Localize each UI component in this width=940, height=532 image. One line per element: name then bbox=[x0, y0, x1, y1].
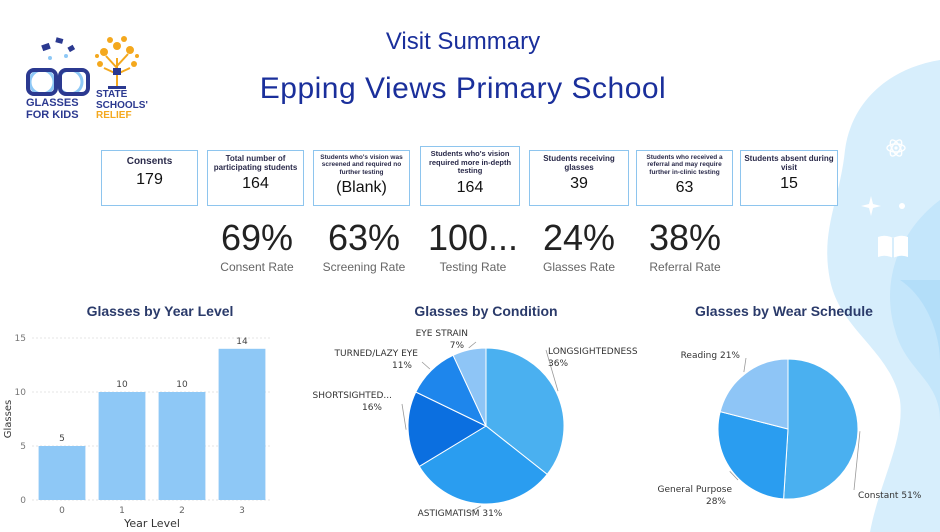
card-label: Consents bbox=[126, 156, 173, 167]
kpi-testing-rate: 100... Testing Rate bbox=[418, 218, 528, 274]
pie-slice-reading[interactable] bbox=[719, 358, 789, 430]
pie-label: ASTIGMATISM 31% bbox=[418, 509, 503, 519]
card-value: 63 bbox=[675, 179, 694, 197]
kpi-label: Referral Rate bbox=[649, 259, 721, 274]
y-tick-label: 15 bbox=[15, 334, 26, 344]
card-in-depth-testing[interactable]: Students who's vision required more in-d… bbox=[420, 146, 520, 206]
pie-pct: 7% bbox=[450, 341, 465, 351]
kpi-label: Glasses Rate bbox=[542, 259, 616, 274]
card-value: 164 bbox=[242, 175, 269, 193]
bar-data-label: 10 bbox=[116, 380, 128, 390]
kpi-glasses-rate: 24% Glasses Rate bbox=[524, 218, 634, 274]
kpi-value: 63% bbox=[327, 217, 401, 258]
pie-label: TURNED/LAZY EYE bbox=[334, 349, 419, 359]
card-consents[interactable]: Consents 179 bbox=[101, 150, 198, 206]
leader-line bbox=[401, 403, 407, 430]
bar-data-label: 5 bbox=[59, 434, 65, 444]
kpi-value: 38% bbox=[648, 217, 722, 258]
leader-line bbox=[545, 349, 559, 392]
bar-year-1[interactable] bbox=[98, 392, 146, 500]
open-book-icon bbox=[878, 235, 908, 258]
kpi-label: Screening Rate bbox=[322, 259, 406, 274]
pie-label: Constant 51% bbox=[858, 491, 922, 501]
page-title: Visit Summary bbox=[385, 28, 541, 55]
leader-line bbox=[468, 341, 477, 349]
y-tick-label: 5 bbox=[20, 442, 26, 452]
pie-pct: 36% bbox=[548, 359, 568, 369]
leader-line bbox=[469, 505, 482, 513]
card-receiving-glasses[interactable]: Students receiving glasses 39 bbox=[529, 150, 629, 206]
bar-year-3[interactable] bbox=[218, 348, 266, 500]
x-tick-label: 1 bbox=[119, 506, 125, 516]
pie-slice-shortsighted-[interactable] bbox=[407, 391, 488, 468]
pie-label: LONGSIGHTEDNESS bbox=[548, 347, 638, 357]
dot-icon bbox=[899, 203, 905, 209]
atom-icon bbox=[886, 139, 906, 157]
kpi-value: 100... bbox=[427, 217, 519, 258]
wear-chart-title: Glasses by Wear Schedule bbox=[695, 303, 873, 319]
pie-slice-longsightedness[interactable] bbox=[485, 347, 565, 476]
card-value: 15 bbox=[780, 175, 798, 193]
y-tick-label: 0 bbox=[20, 496, 26, 506]
card-participating[interactable]: Total number of participating students 1… bbox=[207, 150, 304, 206]
kpi-value: 69% bbox=[220, 217, 294, 258]
bar-data-label: 14 bbox=[236, 337, 248, 347]
y-tick-label: 10 bbox=[15, 388, 27, 398]
bar-year-0[interactable] bbox=[38, 446, 86, 500]
card-value: (Blank) bbox=[336, 179, 387, 197]
pie-slice-constant[interactable] bbox=[783, 358, 859, 500]
glasses-for-kids-logo bbox=[26, 37, 90, 96]
card-label: Students who received a referral and may… bbox=[646, 154, 723, 176]
x-axis-label: Year Level bbox=[123, 517, 180, 530]
leader-line bbox=[729, 471, 739, 481]
glasses-by-wear-pie-chart: Constant 51% General Purpose 28% Reading 21… bbox=[658, 351, 922, 507]
pie-pct: 11% bbox=[392, 361, 412, 371]
glasses-by-year-bar-chart: 0 5 10 15 5 0 10 1 10 2 14 3 Year Level Glasses bbox=[3, 334, 272, 530]
card-value: 164 bbox=[456, 178, 484, 196]
kpi-value: 24% bbox=[542, 217, 616, 258]
kpi-label: Testing Rate bbox=[439, 259, 507, 274]
pie-label: General Purpose bbox=[658, 485, 733, 495]
kpi-consent-rate: 69% Consent Rate bbox=[202, 218, 312, 274]
pie-slice-astigmatism[interactable] bbox=[418, 425, 548, 505]
x-tick-label: 3 bbox=[239, 506, 245, 516]
school-name: Epping Views Primary School bbox=[259, 72, 667, 105]
card-label: Students who's vision required more in-d… bbox=[428, 149, 512, 176]
pie-slice-general-purpose[interactable] bbox=[717, 410, 789, 500]
card-absent[interactable]: Students absent during visit 15 bbox=[740, 150, 838, 206]
kpi-label: Consent Rate bbox=[220, 259, 294, 274]
card-value: 39 bbox=[570, 175, 588, 193]
leader-line bbox=[421, 361, 431, 370]
pie-pct: 28% bbox=[706, 497, 726, 507]
pie-label: Reading 21% bbox=[681, 351, 741, 361]
state-schools-relief-logo-text: STATE SCHOOLS' RELIEF bbox=[96, 89, 148, 121]
x-tick-label: 2 bbox=[179, 506, 185, 516]
condition-chart-title: Glasses by Condition bbox=[414, 303, 558, 319]
card-label: Students who's vision was screened and r… bbox=[320, 154, 403, 176]
sparkle-icon bbox=[861, 196, 881, 216]
pie-label: EYE STRAIN bbox=[416, 329, 468, 339]
kpi-referral-rate: 38% Referral Rate bbox=[630, 218, 740, 274]
bar-chart-title: Glasses by Year Level bbox=[86, 303, 234, 319]
glasses-for-kids-logo-text: GLASSES FOR KIDS bbox=[26, 97, 79, 121]
card-label: Students absent during visit bbox=[744, 154, 834, 173]
card-value: 179 bbox=[136, 170, 163, 188]
pie-slice-eye-strain[interactable] bbox=[452, 347, 487, 427]
y-axis-label: Glasses bbox=[3, 400, 14, 438]
bar-data-label: 10 bbox=[176, 380, 188, 390]
pie-pct: 16% bbox=[362, 403, 382, 413]
state-schools-relief-logo bbox=[95, 36, 139, 89]
glasses-by-condition-pie-chart: LONGSIGHTEDNESS 36% ASTIGMATISM 31% SHORTSI… bbox=[313, 329, 638, 519]
leader-line bbox=[743, 357, 747, 373]
card-label: Students receiving glasses bbox=[543, 154, 615, 173]
card-referral[interactable]: Students who received a referral and may… bbox=[636, 150, 733, 206]
leader-line bbox=[853, 431, 861, 491]
card-label: Total number of participating students bbox=[213, 154, 298, 173]
card-no-further-testing[interactable]: Students who's vision was screened and r… bbox=[313, 150, 410, 206]
bar-year-2[interactable] bbox=[158, 392, 206, 500]
x-tick-label: 0 bbox=[59, 506, 65, 516]
pie-label: SHORTSIGHTED... bbox=[313, 391, 392, 401]
kpi-screening-rate: 63% Screening Rate bbox=[309, 218, 419, 274]
